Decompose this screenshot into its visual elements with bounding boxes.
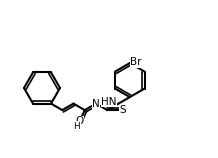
Text: H: H <box>73 122 80 131</box>
Text: HN: HN <box>101 97 117 107</box>
Text: Br: Br <box>130 57 141 67</box>
Text: S: S <box>120 105 126 115</box>
Text: O: O <box>76 116 84 126</box>
Text: N: N <box>92 99 100 109</box>
